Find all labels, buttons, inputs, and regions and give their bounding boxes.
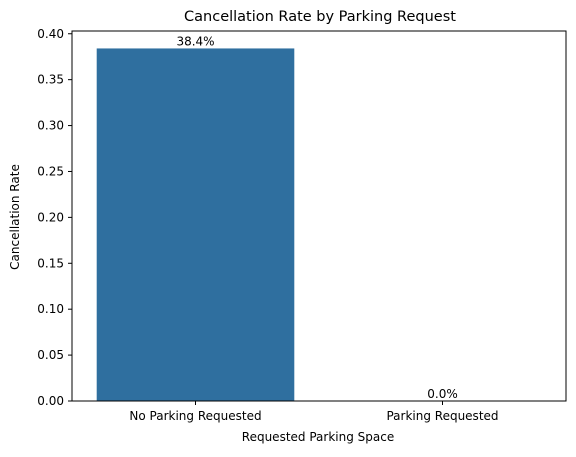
y-tick-label: 0.40 bbox=[37, 27, 64, 41]
y-tick-label: 0.20 bbox=[37, 210, 64, 224]
x-axis: No Parking Requested Parking Requested bbox=[129, 401, 499, 423]
y-tick-label: 0.30 bbox=[37, 119, 64, 133]
bars bbox=[96, 48, 295, 402]
data-label: 38.4% bbox=[176, 34, 214, 48]
y-tick-label: 0.10 bbox=[37, 302, 64, 316]
y-tick-label: 0.05 bbox=[37, 348, 64, 362]
y-tick-label: 0.00 bbox=[37, 394, 64, 408]
data-labels: 38.4% 0.0% bbox=[176, 34, 457, 401]
y-tick-label: 0.25 bbox=[37, 164, 64, 178]
x-axis-label: Requested Parking Space bbox=[242, 430, 394, 444]
plot-frame bbox=[71, 30, 567, 402]
y-axis-label: Cancellation Rate bbox=[8, 164, 22, 270]
chart-title: Cancellation Rate by Parking Request bbox=[184, 9, 456, 25]
bar bbox=[96, 48, 295, 402]
y-axis: 0.00 0.05 0.10 0.15 0.20 0.25 0.30 0.35 0.40 bbox=[37, 27, 72, 408]
x-tick-label: No Parking Requested bbox=[129, 409, 261, 423]
y-tick-label: 0.35 bbox=[37, 73, 64, 87]
y-tick-label: 0.15 bbox=[37, 256, 64, 270]
data-label: 0.0% bbox=[427, 387, 458, 401]
x-tick-label: Parking Requested bbox=[386, 409, 498, 423]
